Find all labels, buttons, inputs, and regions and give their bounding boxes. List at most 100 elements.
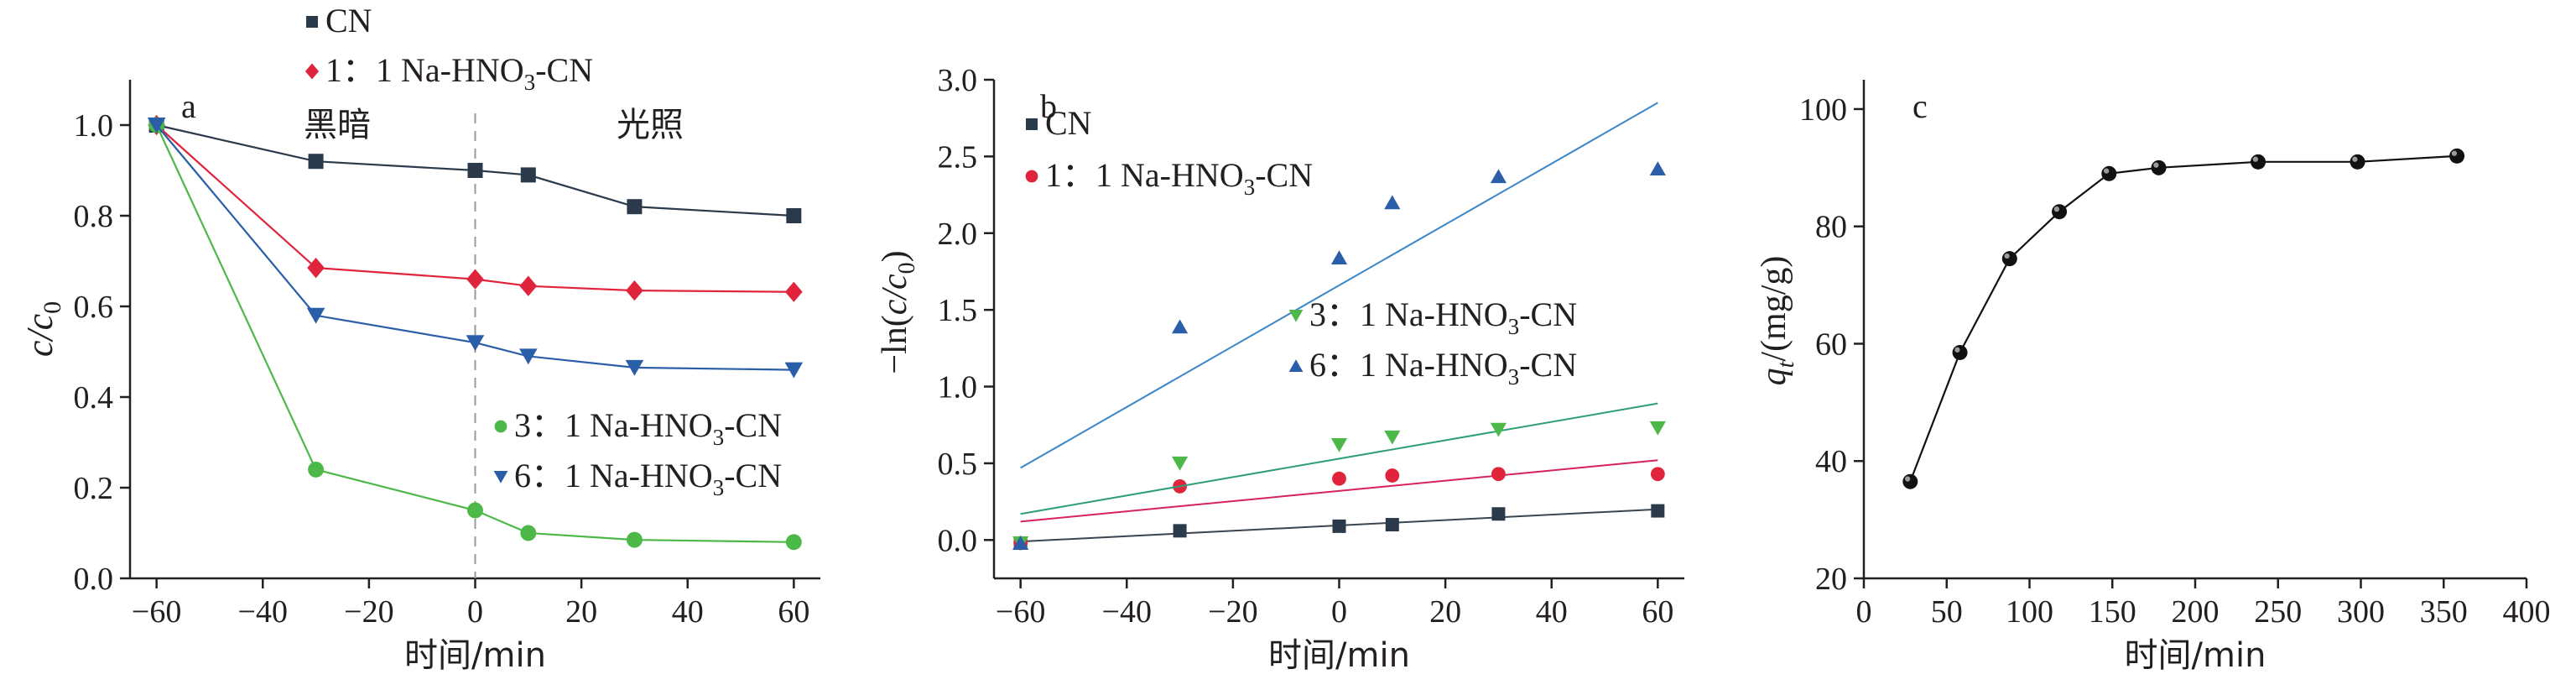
panel-a-x-tick-label: −60: [132, 594, 181, 630]
panel-a-y-tick-label: 0.4: [74, 380, 114, 416]
panel-b-point: [1385, 518, 1399, 532]
panel-a-point: [784, 281, 803, 302]
panel-c-point-highlight: [1954, 347, 1960, 353]
panel-c-x-axis-title: 时间/min: [2125, 636, 2266, 675]
panel-b-x-tick-label: 0: [1331, 594, 1347, 630]
panel-c-x-tick-label: 350: [2420, 594, 2468, 630]
panel-a-y-tick-label: 1.0: [74, 108, 114, 144]
panel-b-point: [1171, 319, 1189, 334]
panel-a-point: [519, 348, 538, 365]
panel-a-legend-marker: [304, 63, 320, 80]
panel-b-y-tick-label: 2.0: [938, 217, 978, 252]
panel-c-point-highlight: [2252, 156, 2259, 162]
panel-a-series-line-1: [155, 124, 794, 293]
panel-b-point: [1384, 430, 1401, 445]
panel-b-legend-marker: [1288, 310, 1304, 322]
panel-b-y-tick-label: 2.5: [938, 139, 978, 175]
panel-a-point: [307, 257, 325, 279]
panel-a-point: [626, 531, 643, 548]
panel-a-point: [785, 534, 802, 551]
panel-b-fit-line-2: [1020, 402, 1658, 515]
panel-b-legend-label: 6：1 Na-HNO3-CN: [1309, 346, 1577, 389]
panel-c-point-highlight: [2104, 168, 2110, 174]
panel-b-point: [1649, 161, 1666, 176]
panel-b-point: [1384, 195, 1401, 210]
panel-a-point: [308, 461, 325, 478]
panel-b-point: [1490, 169, 1507, 184]
panel-b-legend-marker: [1025, 170, 1038, 183]
panel-b-panel-label: b: [1040, 87, 1057, 125]
panel-b-point: [1330, 250, 1348, 265]
panel-a-x-tick-label: 60: [778, 594, 809, 630]
panel-b-x-tick-label: −40: [1102, 594, 1152, 630]
panel-b-chart: −60 −40 −20 0 20 40 60 0.0 0.5 1.0 1.5 2.0 2.5 3.0 时间/…: [876, 63, 1684, 675]
panel-b-y-axis-title: −ln(c/c0): [876, 250, 920, 374]
panel-b-fit-line-3: [1020, 102, 1658, 469]
panel-a-legend-label: 3：1 Na-HNO3-CN: [514, 406, 782, 450]
panel-a-light-label: 光照: [617, 106, 684, 144]
panel-c-point: [1952, 344, 1968, 360]
panel-a-y-tick-label: 0.0: [74, 562, 114, 597]
panel-b-x-axis-title: 时间/min: [1268, 636, 1410, 675]
panel-b-x-tick-label: −60: [996, 594, 1045, 630]
panel-a-point: [467, 502, 483, 519]
panel-c-point: [2001, 251, 2017, 267]
panel-a-y-axis-title: c/c0: [19, 301, 66, 357]
panel-b-point: [1491, 467, 1506, 482]
panel-c-x-tick-label: 100: [2006, 594, 2053, 630]
panel-a-point: [147, 118, 166, 133]
panel-c-y-tick-label: 100: [1799, 92, 1847, 128]
panel-c-series-0: [1902, 148, 2465, 489]
panel-b-point: [1490, 422, 1507, 437]
panel-b-series-3: [1012, 102, 1666, 550]
panel-c-x-tick-label: 200: [2172, 594, 2220, 630]
panel-a-legend-label: 6：1 Na-HNO3-CN: [514, 457, 782, 500]
panel-b-y-tick-label: 0.5: [938, 447, 978, 482]
panel-c-point-highlight: [2451, 150, 2458, 156]
panel-b-series-2: [1012, 402, 1666, 551]
panel-a-x-tick-label: 40: [672, 594, 704, 630]
panel-b-fit-line-1: [1020, 459, 1658, 523]
panel-b-point: [1385, 468, 1400, 483]
panel-c-y-axis-title: qt/(mg/g): [1755, 256, 1799, 386]
panel-a-point: [627, 199, 643, 215]
panel-c-x-tick-label: 400: [2503, 594, 2551, 630]
panel-c-x-tick-label: 250: [2254, 594, 2302, 630]
panel-c-point: [2101, 165, 2117, 181]
panel-c-point-highlight: [2053, 206, 2060, 212]
panel-c-point: [2052, 204, 2068, 220]
panel-a-x-tick-label: 20: [565, 594, 597, 630]
panel-a-legend-marker: [493, 471, 508, 484]
panel-a-point: [306, 307, 325, 324]
panel-b-point: [1330, 437, 1348, 452]
panel-c-x-tick-label: 0: [1856, 594, 1872, 630]
panel-b-point: [1650, 467, 1665, 482]
panel-b-x-tick-label: 60: [1642, 594, 1673, 630]
panel-b-x-tick-label: −20: [1208, 594, 1257, 630]
panel-a-series-line-0: [156, 123, 794, 217]
panel-a-dark-label: 黑暗: [304, 106, 371, 144]
panel-a-legend-marker: [306, 16, 318, 28]
panel-b-y-tick-label: 1.0: [938, 370, 978, 405]
panel-a-point: [520, 525, 537, 541]
panel-a-chart: −60 −40 −20 0 20 40 60 0.0 0.2 0.4 0.6 0.8 1.0 时间/min…: [19, 2, 820, 675]
panel-a-point: [466, 269, 484, 290]
panel-c-point-highlight: [2153, 162, 2159, 168]
panel-c-point-highlight: [1905, 476, 1911, 482]
panel-a-series-3: [147, 118, 804, 379]
panel-a-point: [467, 163, 483, 178]
panel-b-point: [1171, 456, 1189, 471]
panel-a-x-axis-title: 时间/min: [404, 636, 546, 675]
panel-b-legend-label: CN: [1045, 104, 1092, 142]
panel-a-x-tick-label: 0: [467, 594, 483, 630]
panel-b-y-tick-label: 1.5: [938, 293, 978, 328]
panel-b-legend-marker: [1026, 118, 1038, 130]
panel-c-point: [2251, 154, 2266, 170]
panel-b-y-tick-label: 3.0: [938, 63, 978, 98]
panel-b-series-0: [1013, 504, 1665, 550]
panel-b-point: [1649, 421, 1666, 436]
panel-a-point: [519, 275, 538, 296]
panel-a-point: [520, 167, 536, 183]
panel-c-y-tick-label: 40: [1815, 444, 1847, 479]
